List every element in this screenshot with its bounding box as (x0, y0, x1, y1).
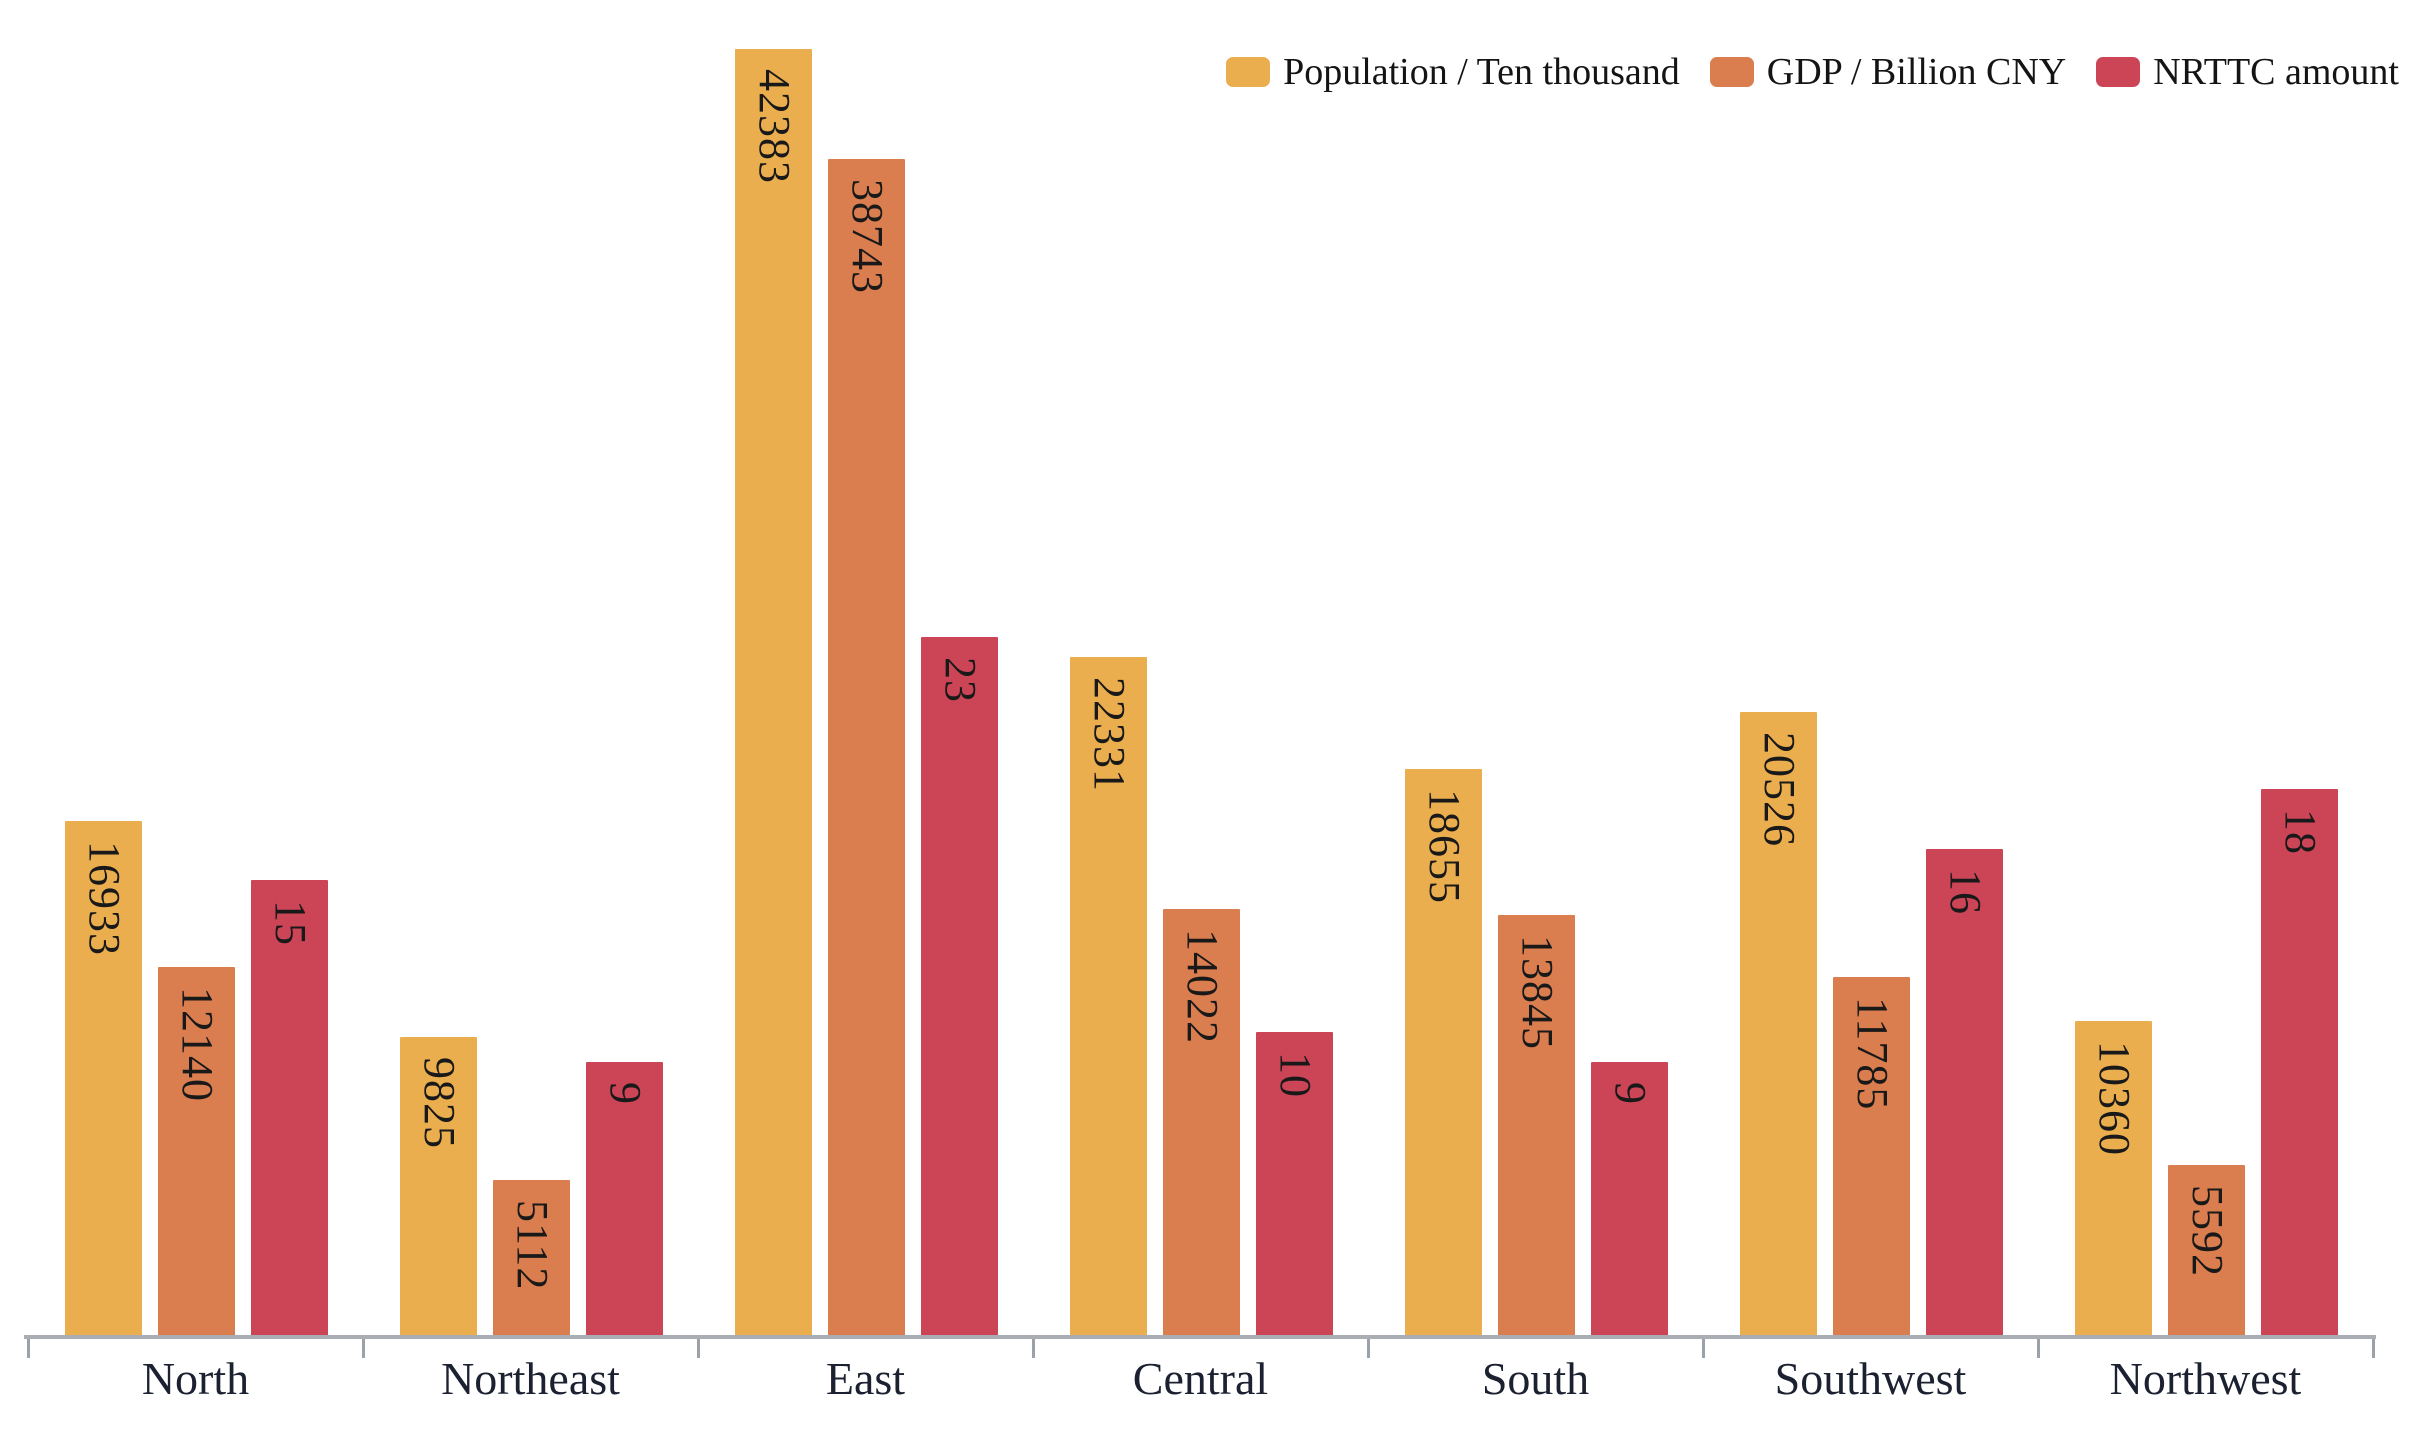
legend-item-population: Population / Ten thousand (1226, 50, 1680, 94)
bar-value-label-northwest-gdp: 5592 (2182, 1185, 2232, 1278)
legend-swatch-nrttc (2096, 57, 2141, 87)
bar-value-label-north-population: 16933 (79, 841, 129, 957)
bar-central-nrttc (1256, 1031, 1333, 1335)
x-axis-label-northwest: Northwest (2109, 1353, 2302, 1404)
bar-value-label-southwest-nrttc: 16 (1940, 869, 1990, 916)
bar-northwest-population (2075, 1020, 2152, 1335)
x-axis-tick (1032, 1338, 1035, 1358)
x-axis-line (24, 1335, 2376, 1339)
bar-value-label-northwest-nrttc: 18 (2275, 808, 2325, 855)
bar-northeast-population (400, 1036, 477, 1335)
bar-northeast-gdp (493, 1179, 570, 1335)
legend-swatch-population (1226, 57, 1271, 87)
x-axis-label-southwest: Southwest (1774, 1353, 1967, 1404)
bar-value-label-north-nrttc: 15 (265, 899, 315, 946)
x-axis-tick (697, 1338, 700, 1358)
x-axis-tick (2037, 1338, 2040, 1358)
bar-north-gdp (158, 966, 235, 1335)
bar-central-population (1070, 657, 1147, 1335)
bar-northwest-nrttc (2261, 788, 2338, 1335)
x-axis-tick (1702, 1338, 1705, 1358)
x-axis-tick (1367, 1338, 1370, 1358)
bar-north-population (65, 821, 142, 1335)
bar-value-label-southwest-population: 20526 (1754, 732, 1804, 848)
x-axis-label-east: East (825, 1353, 906, 1404)
bar-value-label-east-nrttc: 23 (935, 657, 985, 703)
bar-northwest-gdp (2168, 1165, 2245, 1335)
bar-value-label-central-population: 22331 (1084, 677, 1134, 793)
bar-value-label-south-nrttc: 9 (1605, 1081, 1655, 1105)
bar-value-label-south-population: 18655 (1419, 788, 1469, 904)
bar-value-label-south-gdp: 13845 (1512, 934, 1562, 1050)
bar-value-label-southwest-gdp: 11785 (1847, 997, 1897, 1111)
x-axis-tick (2372, 1338, 2375, 1358)
bar-northeast-nrttc (586, 1061, 663, 1335)
legend-item-nrttc: NRTTC amount (2096, 50, 2399, 94)
bar-east-nrttc (921, 637, 998, 1335)
bar-east-population (735, 48, 812, 1335)
legend-label-nrttc: NRTTC amount (2153, 51, 2399, 93)
bar-southwest-population (1740, 712, 1817, 1335)
bar-value-label-central-nrttc: 10 (1270, 1051, 1320, 1098)
legend-item-gdp: GDP / Billion CNY (1709, 50, 2067, 94)
bar-value-label-northeast-nrttc: 9 (600, 1081, 650, 1105)
bar-south-gdp (1498, 914, 1575, 1335)
bar-value-label-east-gdp: 38743 (842, 179, 892, 295)
bar-north-nrttc (251, 879, 328, 1335)
legend-label-population: Population / Ten thousand (1283, 51, 1680, 93)
legend-swatch-gdp (1709, 57, 1754, 87)
x-axis-label-northeast: Northeast (441, 1353, 620, 1404)
bar-value-label-north-gdp: 12140 (172, 986, 222, 1102)
bar-south-population (1405, 768, 1482, 1335)
bar-east-gdp (828, 159, 905, 1335)
bar-south-nrttc (1591, 1061, 1668, 1335)
x-axis-tick (27, 1338, 30, 1358)
bar-southwest-nrttc (1926, 849, 2003, 1335)
bar-southwest-gdp (1833, 977, 1910, 1335)
bar-value-label-northwest-population: 10360 (2089, 1040, 2139, 1156)
bar-value-label-northeast-gdp: 5112 (507, 1199, 557, 1291)
x-axis-tick (362, 1338, 365, 1358)
legend-label-gdp: GDP / Billion CNY (1766, 51, 2067, 93)
bar-value-label-east-population: 42383 (749, 68, 799, 184)
bar-value-label-northeast-population: 9825 (414, 1056, 464, 1149)
bar-value-label-central-gdp: 14022 (1177, 929, 1227, 1045)
x-axis-label-south: South (1481, 1353, 1590, 1404)
bar-central-gdp (1163, 909, 1240, 1335)
x-axis-label-central: Central (1132, 1353, 1269, 1404)
legend: Population / Ten thousand GDP / Billion C… (1226, 50, 2399, 94)
x-axis-label-north: North (141, 1353, 250, 1404)
